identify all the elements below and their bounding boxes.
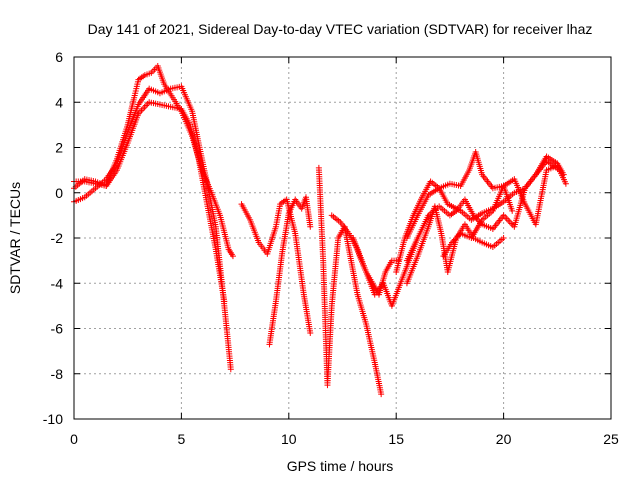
tick-labels: 0 5 10 15 20 25 -10 -8 -6 -4 -2 0 2 4 6 [43, 49, 619, 447]
y-tick-label: 6 [55, 49, 63, 65]
series-sat-e [266, 194, 314, 348]
series-sat-d [238, 196, 314, 337]
point-markers [393, 158, 563, 275]
y-tick-label: -2 [51, 230, 64, 246]
x-tick-label: 20 [496, 431, 512, 447]
x-tick-label: 25 [603, 431, 619, 447]
tick-marks [73, 56, 612, 420]
y-tick-label: -4 [51, 275, 64, 291]
y-tick-label: 2 [55, 140, 63, 156]
chart-title: Day 141 of 2021, Sidereal Day-to-day VTE… [88, 21, 593, 37]
x-tick-label: 15 [388, 431, 404, 447]
point-markers [238, 196, 314, 337]
x-tick-label: 0 [70, 431, 78, 447]
series-sat-h [350, 235, 402, 298]
series-sat-m [393, 158, 563, 275]
x-tick-label: 10 [281, 431, 297, 447]
x-axis-label: GPS time / hours [287, 458, 394, 474]
y-tick-label: 0 [55, 185, 63, 201]
y-tick-label: 4 [55, 94, 63, 110]
series-sat-f [315, 164, 385, 398]
y-tick-label: -8 [51, 366, 64, 382]
point-markers [266, 194, 314, 348]
point-markers [315, 164, 385, 398]
x-tick-label: 5 [178, 431, 186, 447]
y-tick-label: -10 [43, 411, 63, 427]
point-markers [350, 235, 402, 298]
series-sat-l [440, 162, 569, 260]
y-axis-label: SDTVAR / TECUs [7, 182, 23, 294]
y-tick-label: -6 [51, 321, 64, 337]
point-markers [440, 162, 569, 260]
